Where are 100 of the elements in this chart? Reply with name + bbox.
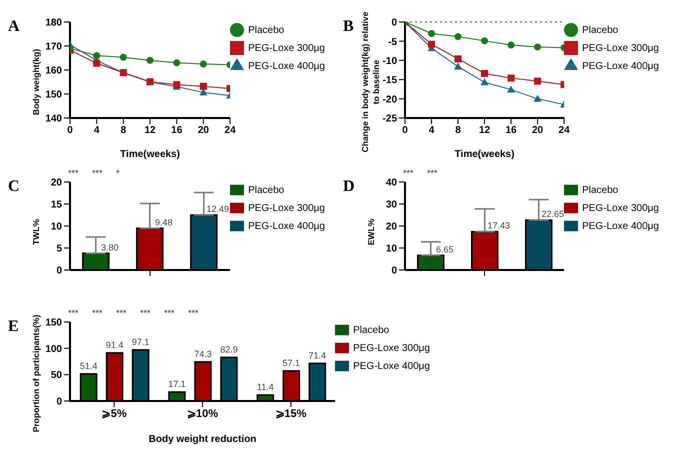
y-tick-label: 10 [386,244,398,255]
x-tick-label: 0 [402,125,408,136]
text: *** [427,168,438,178]
point [534,94,542,102]
x-tick-label: ⩾15% [275,408,307,420]
legend-label: PEG-Loxe 400μg [248,61,325,72]
point [428,30,436,38]
x-axis-title: Time(weeks) [454,149,514,160]
legend-label: PEG-Loxe 400μg [582,61,659,72]
data-label: 57.1 [282,358,300,368]
legend-label: PEG-Loxe 300μg [248,203,325,214]
y-tick-label: -5 [388,36,398,48]
chart-title: B [343,18,354,36]
legend-label: Placebo [248,185,284,196]
data-label: 74.3 [194,348,212,359]
data-label: 97.1 [132,336,150,347]
point [146,56,154,64]
x-tick-label: 20 [198,125,210,136]
y-tick-label: 20 [386,222,398,233]
x-tick-label: 8 [455,125,462,136]
text: *** [403,168,414,178]
data-label: 11.4 [256,382,274,392]
point [200,60,207,68]
y-tick-label: 30 [386,200,398,211]
y-tick-label: 0 [56,266,62,277]
y-axis-title: Body weight(kg) [30,48,40,116]
text: *** [68,168,79,178]
data-label: 82.9 [220,344,238,354]
x-tick-label: 0 [67,125,74,136]
legend-label: PEG-Loxe 300μg [353,343,430,354]
y-axis-title: EWL% [364,218,376,248]
x-tick-label: 16 [171,125,183,136]
legend-label: PEG-Loxe 300μg [582,203,659,214]
y-tick-label: 180 [45,18,62,29]
y-tick-label: 5 [56,244,62,255]
point [534,43,542,50]
point [93,60,100,67]
data-label: 17.1 [168,378,186,389]
y-tick-label: -15 [382,75,398,86]
point [481,37,488,44]
y-axis-title: Change in body weight(kg) relative to baseline [359,10,382,154]
y-tick-label: -25 [382,114,398,125]
point [534,78,542,85]
y-tick-label: -20 [382,94,398,106]
point [480,78,489,86]
y-tick-label: 0 [56,396,62,408]
point [454,62,462,70]
point [454,55,462,62]
y-tick-label: 150 [45,318,62,329]
y-tick-label: 10 [50,222,62,233]
x-tick-label: 16 [505,125,518,136]
data-label: 91.4 [106,340,124,350]
y-tick-label: 100 [45,344,62,355]
point [120,54,127,61]
data-label: 9.48 [155,217,173,228]
point [93,52,100,60]
data-label: 6.65 [436,244,454,254]
text: *** [92,308,103,318]
chart-title: C [8,178,20,196]
point [481,70,488,77]
y-tick-label: 20 [50,178,62,189]
data-label: 71.4 [308,350,326,360]
x-tick-label: 24 [224,125,236,136]
x-tick-label: 12 [144,125,156,136]
x-tick-label: 12 [478,125,491,136]
point [508,74,515,82]
text: *** [116,308,127,318]
y-tick-label: 50 [50,370,62,382]
legend-label: Placebo [582,185,618,196]
text: *** [68,308,79,318]
x-tick-label: ⩾10% [187,408,218,420]
y-axis-title: TWL% [30,218,42,247]
point [173,59,180,66]
x-tick-label: 4 [428,125,435,136]
y-tick-label: 160 [45,66,62,77]
legend-label: PEG-Loxe 300μg [248,43,325,54]
y-tick-label: 140 [45,114,62,125]
data-label: 12.49 [206,204,230,214]
x-axis-title: Time(weeks) [120,149,180,160]
legend-label: Placebo [353,325,390,336]
y-tick-label: 0 [391,266,398,277]
point [454,33,462,40]
x-tick-label: 8 [120,125,127,136]
legend-label: PEG-Loxe 400μg [248,221,325,232]
y-tick-label: 15 [50,200,62,211]
legend-label: PEG-Loxe 400μg [353,361,430,372]
data-label: 3.80 [101,242,119,252]
chart-title: D [343,178,355,196]
y-axis-title: Proportion of participants(%) [30,314,40,432]
text: *** [140,308,151,318]
chart-title: E [8,318,19,336]
text: *** [92,168,103,178]
legend-label: Placebo [582,25,618,36]
data-label: 22.65 [541,209,564,220]
data-label: 17.43 [487,220,510,231]
y-tick-label: 0 [391,18,398,29]
y-tick-label: 170 [45,42,62,53]
legend-label: Placebo [248,25,284,36]
text: *** [164,308,175,318]
point [200,82,207,90]
